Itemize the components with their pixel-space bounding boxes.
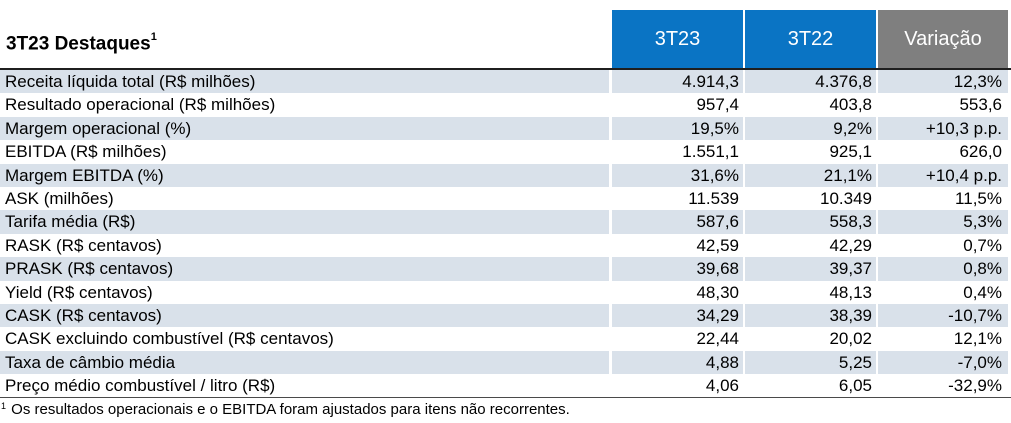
table-title: 3T23 Destaques1 — [6, 27, 157, 56]
cell-variacao: 0,8% — [878, 257, 1008, 281]
cell-variacao: +10,4 p.p. — [878, 163, 1008, 187]
table-header: 3T23 Destaques1 3T23 3T22 Variação — [0, 0, 1011, 70]
row-label: EBITDA (R$ milhões) — [5, 142, 167, 162]
table-bottom-divider — [0, 397, 1011, 398]
footnote-marker: 1 — [150, 31, 157, 43]
cell-3t23: 1.551,1 — [682, 142, 739, 162]
cell-3t22: 48,13 — [829, 282, 872, 302]
table-body: Receita líquida total (R$ milhões) 4.914,… — [0, 70, 1011, 397]
cell-3t22: 38,39 — [745, 303, 876, 328]
row-label: Taxa de câmbio média — [0, 350, 609, 375]
cell-variacao: 0,4% — [963, 282, 1002, 302]
cell-3t23: 4,06 — [705, 376, 739, 396]
cell-variacao: +10,3 p.p. — [878, 116, 1008, 141]
cell-3t22: 42,29 — [829, 235, 872, 255]
table-title-text: 3T23 Destaques — [6, 33, 151, 55]
cell-3t22: 4.376,8 — [745, 70, 876, 94]
table-row: Yield (R$ centavos) 48,30 48,13 0,4% — [0, 281, 1011, 304]
table-row: ASK (milhões) 11.539 10.349 11,5% — [0, 187, 1011, 210]
cell-3t23: 42,59 — [696, 235, 739, 255]
cell-3t23: 22,44 — [696, 329, 739, 349]
row-label: Margem operacional (%) — [0, 116, 609, 141]
footnote: 1 Os resultados operacionais e o EBITDA … — [1, 401, 570, 420]
cell-variacao: -32,9% — [948, 376, 1002, 396]
row-label: Preço médio combustível / litro (R$) — [5, 376, 276, 396]
cell-3t23: 4,88 — [612, 350, 743, 375]
cell-3t23: 19,5% — [612, 116, 743, 141]
cell-variacao: 12,3% — [878, 70, 1008, 94]
cell-variacao: -10,7% — [878, 303, 1008, 328]
table-row: Margem operacional (%) 19,5% 9,2% +10,3 p.p… — [0, 116, 1011, 141]
highlights-table: 3T23 Destaques1 3T23 3T22 Variação Recei… — [0, 0, 1011, 398]
cell-3t23: 4.914,3 — [612, 70, 743, 94]
cell-3t22: 403,8 — [829, 95, 872, 115]
cell-variacao: 553,6 — [959, 95, 1002, 115]
cell-3t22: 10.349 — [820, 188, 872, 208]
cell-variacao: 5,3% — [878, 210, 1008, 234]
cell-variacao: 626,0 — [959, 142, 1002, 162]
cell-variacao: 11,5% — [955, 188, 1002, 208]
cell-3t22: 558,3 — [745, 210, 876, 234]
table-row: Receita líquida total (R$ milhões) 4.914,… — [0, 70, 1011, 94]
cell-3t22: 925,1 — [829, 142, 872, 162]
cell-3t23: 11.539 — [688, 188, 739, 208]
table-row: Resultado operacional (R$ milhões) 957,4 4… — [0, 93, 1011, 116]
table-row: Margem EBITDA (%) 31,6% 21,1% +10,4 p.p. — [0, 163, 1011, 187]
cell-3t23: 34,29 — [612, 303, 743, 328]
cell-3t22: 9,2% — [745, 116, 876, 141]
row-label: CASK (R$ centavos) — [0, 303, 609, 328]
row-label: RASK (R$ centavos) — [5, 235, 162, 255]
cell-3t22: 39,37 — [745, 257, 876, 281]
table-row: PRASK (R$ centavos) 39,68 39,37 0,8% — [0, 257, 1011, 281]
cell-3t23: 587,6 — [612, 210, 743, 234]
row-label: Margem EBITDA (%) — [0, 163, 609, 187]
table-row: Taxa de câmbio média 4,88 5,25 -7,0% — [0, 350, 1011, 375]
cell-variacao: -7,0% — [878, 350, 1008, 375]
table-row: CASK excluindo combustível (R$ centavos)… — [0, 327, 1011, 350]
table-row: EBITDA (R$ milhões) 1.551,1 925,1 626,0 — [0, 140, 1011, 163]
row-label: Receita líquida total (R$ milhões) — [0, 70, 609, 94]
footnote-text: Os resultados operacionais e o EBITDA fo… — [7, 401, 570, 418]
table-row: Preço médio combustível / litro (R$) 4,06… — [0, 374, 1011, 397]
cell-3t23: 957,4 — [696, 95, 739, 115]
cell-3t22: 20,02 — [829, 329, 872, 349]
row-label: Resultado operacional (R$ milhões) — [5, 95, 276, 115]
table-row: Tarifa média (R$) 587,6 558,3 5,3% — [0, 210, 1011, 234]
column-header-variacao: Variação — [878, 10, 1008, 68]
table-row: RASK (R$ centavos) 42,59 42,29 0,7% — [0, 234, 1011, 257]
column-header-3t23: 3T23 — [612, 10, 743, 68]
cell-variacao: 0,7% — [963, 235, 1002, 255]
column-header-3t22: 3T22 — [745, 10, 876, 68]
row-label: CASK excluindo combustível (R$ centavos) — [5, 329, 334, 349]
footnote-mark: 1 — [1, 401, 7, 411]
row-label: Tarifa média (R$) — [0, 210, 609, 234]
cell-3t23: 39,68 — [612, 257, 743, 281]
cell-3t23: 48,30 — [696, 282, 739, 302]
cell-3t23: 31,6% — [612, 163, 743, 187]
cell-3t22: 6,05 — [838, 376, 872, 396]
row-label: Yield (R$ centavos) — [5, 282, 153, 302]
row-label: ASK (milhões) — [5, 188, 114, 208]
row-label: PRASK (R$ centavos) — [0, 257, 609, 281]
table-row: CASK (R$ centavos) 34,29 38,39 -10,7% — [0, 303, 1011, 328]
cell-3t22: 21,1% — [745, 163, 876, 187]
cell-variacao: 12,1% — [953, 329, 1002, 349]
cell-3t22: 5,25 — [745, 350, 876, 375]
